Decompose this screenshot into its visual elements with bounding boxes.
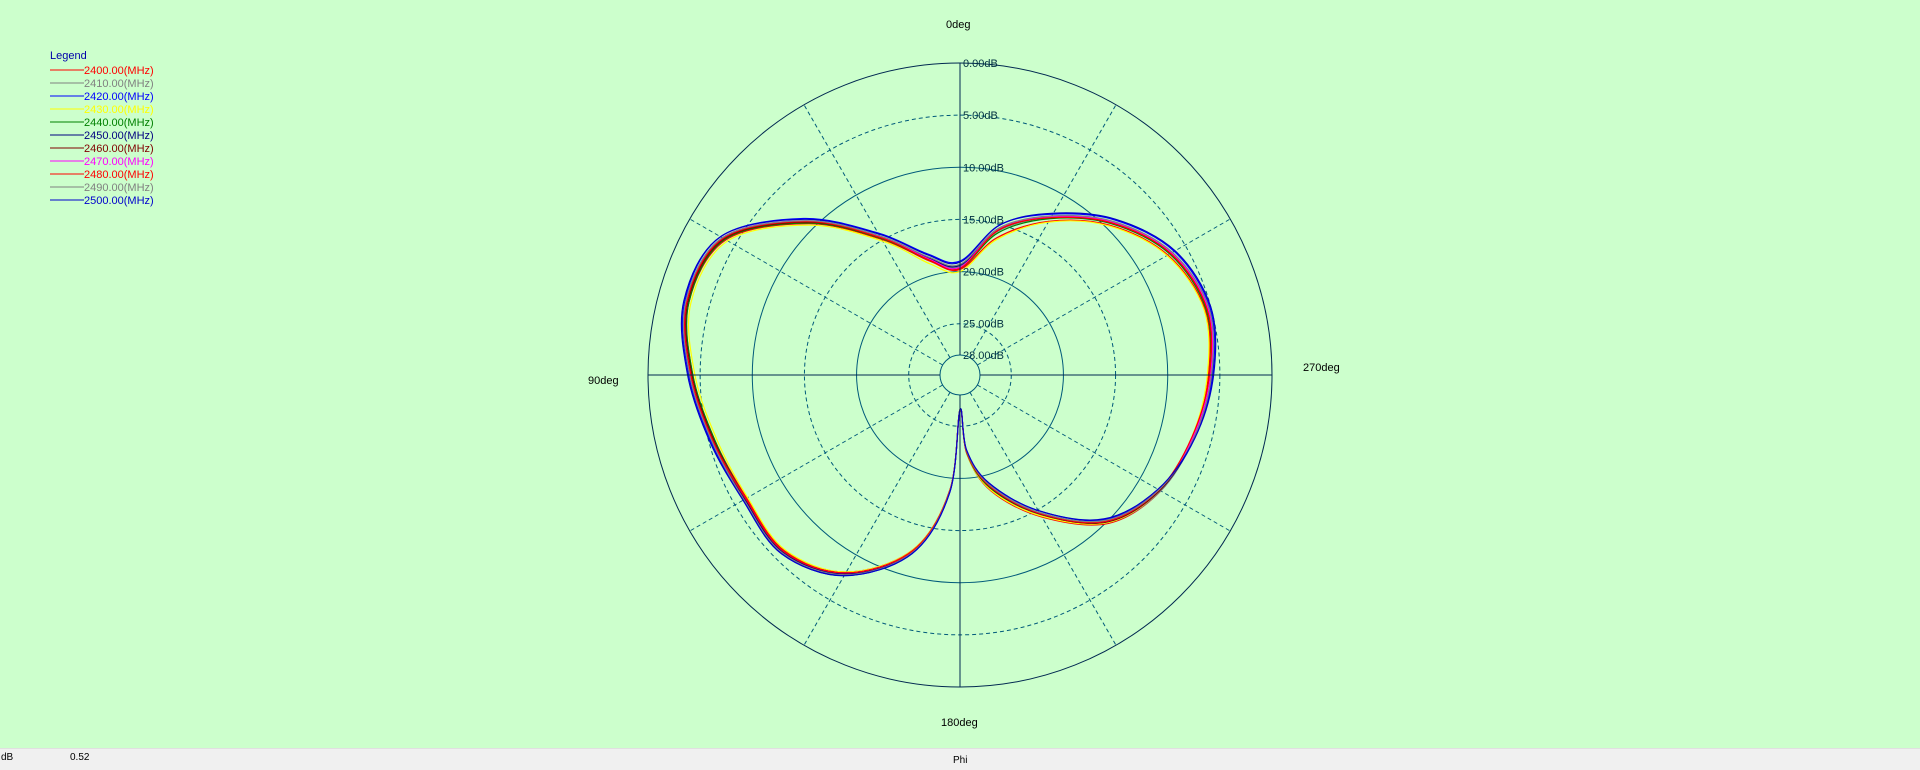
legend-label: 2460.00(MHz) (84, 143, 154, 155)
radial-spoke (977, 384, 1231, 532)
radial-tick-label: 20.00dB (963, 267, 1004, 279)
radial-tick-label: 10.00dB (963, 162, 1004, 174)
legend: Legend 2400.00(MHz)2410.00(MHz)2420.00(M… (50, 50, 154, 207)
legend-label: 2430.00(MHz) (84, 104, 154, 116)
legend-label: 2410.00(MHz) (84, 78, 154, 90)
radial-tick-label: 28.00dB (963, 350, 1004, 362)
radial-spoke (969, 392, 1117, 646)
angle-label-bottom: 180deg (941, 717, 978, 729)
radial-tick-label: 15.00dB (963, 214, 1004, 226)
legend-title: Legend (50, 50, 87, 62)
legend-label: 2490.00(MHz) (84, 182, 154, 194)
status-bar: dB 0.52 Phi (0, 748, 1920, 770)
series-line (687, 220, 1210, 573)
legend-label: 2440.00(MHz) (84, 117, 154, 129)
series-group (680, 212, 1217, 577)
status-unit: dB (1, 752, 14, 763)
status-axis: Phi (953, 755, 968, 766)
radial-spoke (977, 218, 1231, 366)
radial-spoke (803, 392, 951, 646)
polar-axes (648, 63, 1272, 687)
angle-label-right: 270deg (1303, 362, 1340, 374)
radial-tick-label: 25.00dB (963, 319, 1004, 331)
legend-label: 2450.00(MHz) (84, 130, 154, 142)
status-value: 0.52 (70, 752, 90, 763)
polar-chart: 0.00dB 5.00dB 10.00dB 15.00dB 20.00dB 25.00dB… (50, 19, 1340, 729)
series-line (685, 217, 1212, 574)
radial-tick-labels: 0.00dB 5.00dB 10.00dB 15.00dB 20.00dB 25.00dB… (963, 58, 1004, 362)
polar-plot-area: 0.00dB 5.00dB 10.00dB 15.00dB 20.00dB 25.00dB… (50, 19, 1340, 729)
series-line (684, 216, 1213, 575)
radial-spoke (803, 104, 951, 358)
radial-tick-label: 0.00dB (963, 58, 998, 70)
legend-label: 2500.00(MHz) (84, 195, 154, 207)
radial-tick-label: 5.00dB (963, 110, 998, 122)
legend-label: 2420.00(MHz) (84, 91, 154, 103)
angle-label-left: 90deg (588, 375, 619, 387)
angle-label-top: 0deg (946, 19, 970, 31)
series-line (685, 219, 1211, 573)
radial-spoke (689, 384, 943, 532)
legend-label: 2480.00(MHz) (84, 169, 154, 181)
series-line (680, 212, 1217, 577)
legend-label: 2470.00(MHz) (84, 156, 154, 168)
legend-label: 2400.00(MHz) (84, 65, 154, 77)
